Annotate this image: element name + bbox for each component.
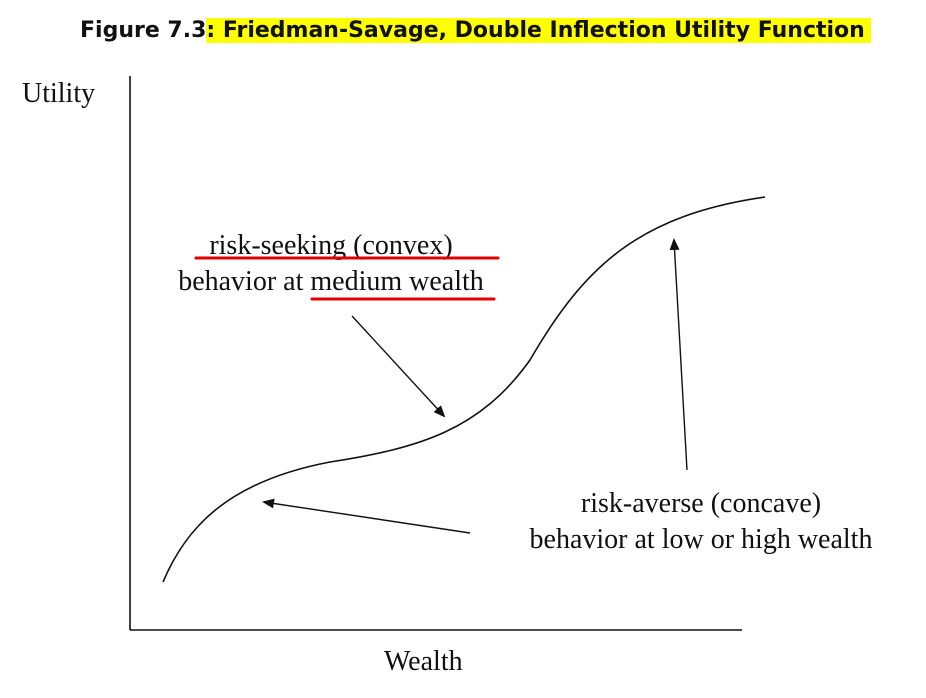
risk-seeking-label: risk-seeking (convex) behavior at medium… bbox=[150, 228, 512, 300]
figure-number: Figure 7.3 bbox=[80, 18, 207, 43]
x-axis-label: Wealth bbox=[384, 646, 463, 677]
risk-averse-line2: behavior at low or high wealth bbox=[529, 524, 873, 555]
risk-seeking-line2: behavior at medium wealth bbox=[178, 266, 484, 297]
arrow-to-high-wealth bbox=[669, 238, 688, 471]
figure-title: Figure 7.3: Friedman-Savage, Double Infl… bbox=[80, 14, 871, 48]
arrow-to-convex-region bbox=[351, 315, 446, 418]
figure-title-highlight: : Friedman-Savage, Double Inflection Uti… bbox=[206, 18, 871, 43]
arrow-to-low-wealth bbox=[262, 498, 471, 534]
risk-seeking-line1: risk-seeking (convex) bbox=[209, 230, 453, 261]
risk-averse-line1: risk-averse (concave) bbox=[580, 488, 822, 519]
risk-averse-label: risk-averse (concave) behavior at low or… bbox=[498, 486, 904, 558]
utility-curve bbox=[162, 196, 766, 583]
y-axis-label: Utility bbox=[22, 78, 96, 109]
